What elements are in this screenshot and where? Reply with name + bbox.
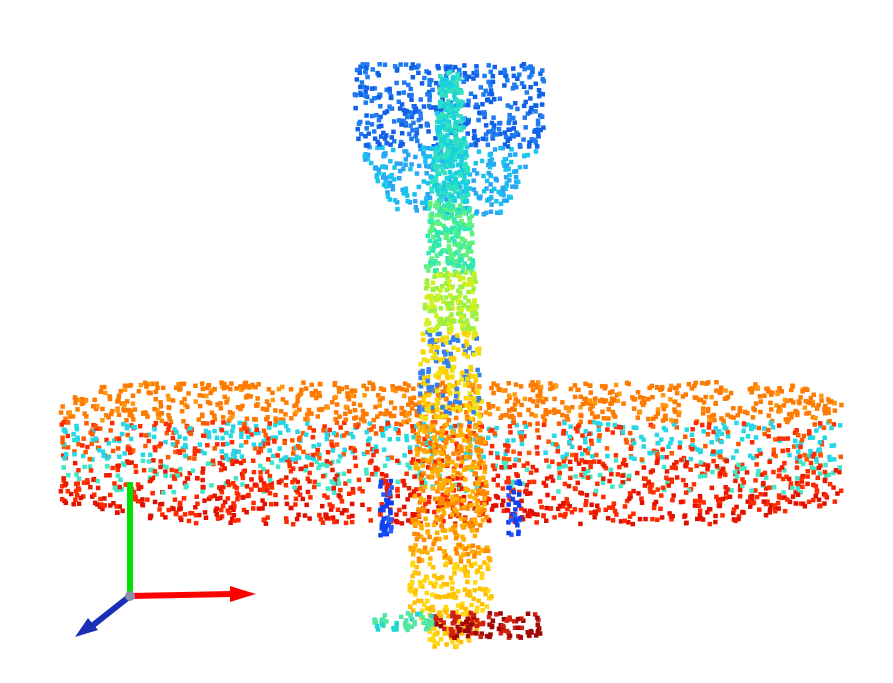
airplane-point-cloud[interactable] <box>58 62 844 650</box>
xyz-axes-gizmo-icon[interactable] <box>75 482 256 637</box>
x-axis-arrow <box>129 591 233 599</box>
z-axis-arrowhead <box>75 618 98 637</box>
axes-origin <box>125 591 135 601</box>
x-axis-arrowhead <box>230 586 256 602</box>
z-axis-arrow <box>90 593 132 629</box>
